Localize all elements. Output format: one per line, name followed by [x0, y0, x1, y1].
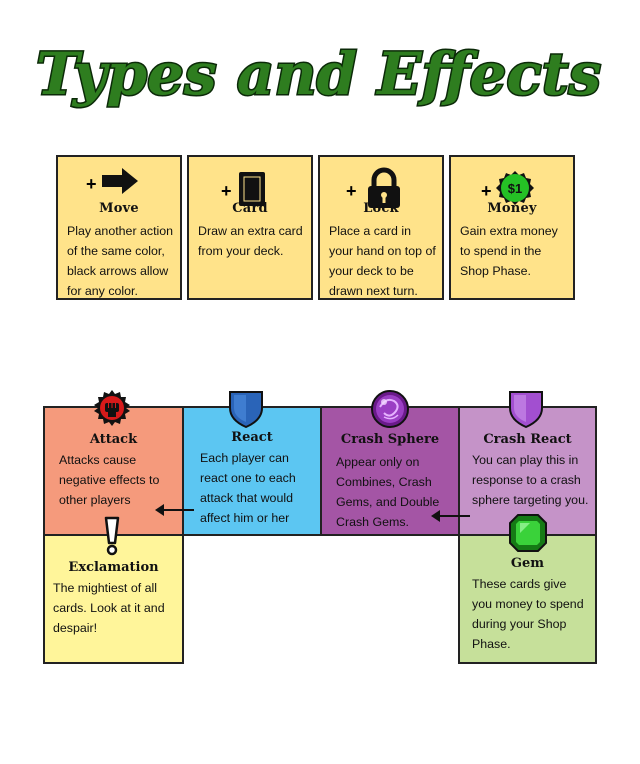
- effect-name: Lock: [363, 201, 399, 216]
- sphere-icon: [370, 389, 410, 434]
- effect-lock-icon-group: +: [320, 167, 442, 208]
- plus-sign: +: [481, 181, 492, 201]
- type-name: Exclamation: [68, 560, 159, 575]
- arrow-left-icon: [154, 502, 196, 523]
- effect-desc: Gain extra money to spend in the Shop Ph…: [460, 224, 558, 278]
- plus-sign: +: [221, 181, 232, 201]
- effect-lock-box: + Lock Place a card in your hand on top …: [318, 155, 444, 300]
- effect-card-box: + Card Draw an extra card from your deck…: [187, 155, 313, 300]
- effect-move-icon-group: +: [58, 167, 180, 199]
- effect-desc: Draw an extra card from your deck.: [198, 224, 303, 258]
- type-desc: The mightiest of all cards. Look at it a…: [53, 581, 165, 635]
- money-icon: $1: [496, 171, 534, 205]
- type-desc: Appear only on Combines, Crash Gems, and…: [336, 455, 440, 529]
- arrow-right-icon: [102, 168, 138, 194]
- type-name: React: [231, 430, 273, 445]
- type-desc: These cards give you money to spend duri…: [472, 577, 584, 651]
- type-desc: Each player can react one to each attack…: [200, 451, 296, 525]
- effect-money-icon-group: + $1: [451, 167, 573, 205]
- effect-card-icon-group: +: [189, 167, 311, 206]
- type-name: Attack: [89, 432, 138, 447]
- money-icon-label: $1: [508, 181, 522, 196]
- shield-icon: [228, 390, 264, 433]
- page-title: Types and Effects: [34, 36, 634, 116]
- shield-icon: [508, 390, 544, 433]
- type-name: Crash React: [483, 432, 572, 447]
- arrow-left-icon: [430, 508, 472, 529]
- effect-name: Money: [487, 201, 537, 216]
- type-exclamation-cell: Exclamation The mightiest of all cards. …: [43, 534, 184, 664]
- fist-icon: [93, 389, 131, 432]
- type-desc: You can play this in response to a crash…: [472, 453, 589, 507]
- gem-icon: [508, 513, 548, 558]
- effect-name: Move: [99, 201, 139, 216]
- effect-name: Card: [232, 201, 268, 216]
- lock-icon: [368, 167, 400, 208]
- type-react-cell: React Each player can react one to each …: [182, 406, 322, 536]
- effect-desc: Place a card in your hand on top of your…: [329, 224, 436, 298]
- type-attack-cell: Attack Attacks cause negative effects to…: [43, 406, 184, 536]
- card-icon: [239, 172, 265, 206]
- plus-sign: +: [346, 181, 357, 201]
- effect-money-box: + $1 Money Gain extra money to spend in …: [449, 155, 575, 300]
- type-name: Gem: [510, 556, 545, 571]
- effect-desc: Play another action of the same color, b…: [67, 224, 174, 298]
- plus-sign: +: [86, 174, 97, 194]
- page-title-text: Types and Effects: [36, 40, 601, 108]
- effect-move-box: + Move Play another action of the same c…: [56, 155, 182, 300]
- type-name: Crash Sphere: [340, 432, 440, 447]
- type-desc: Attacks cause negative effects to other …: [59, 453, 160, 507]
- exclamation-icon: [101, 516, 123, 561]
